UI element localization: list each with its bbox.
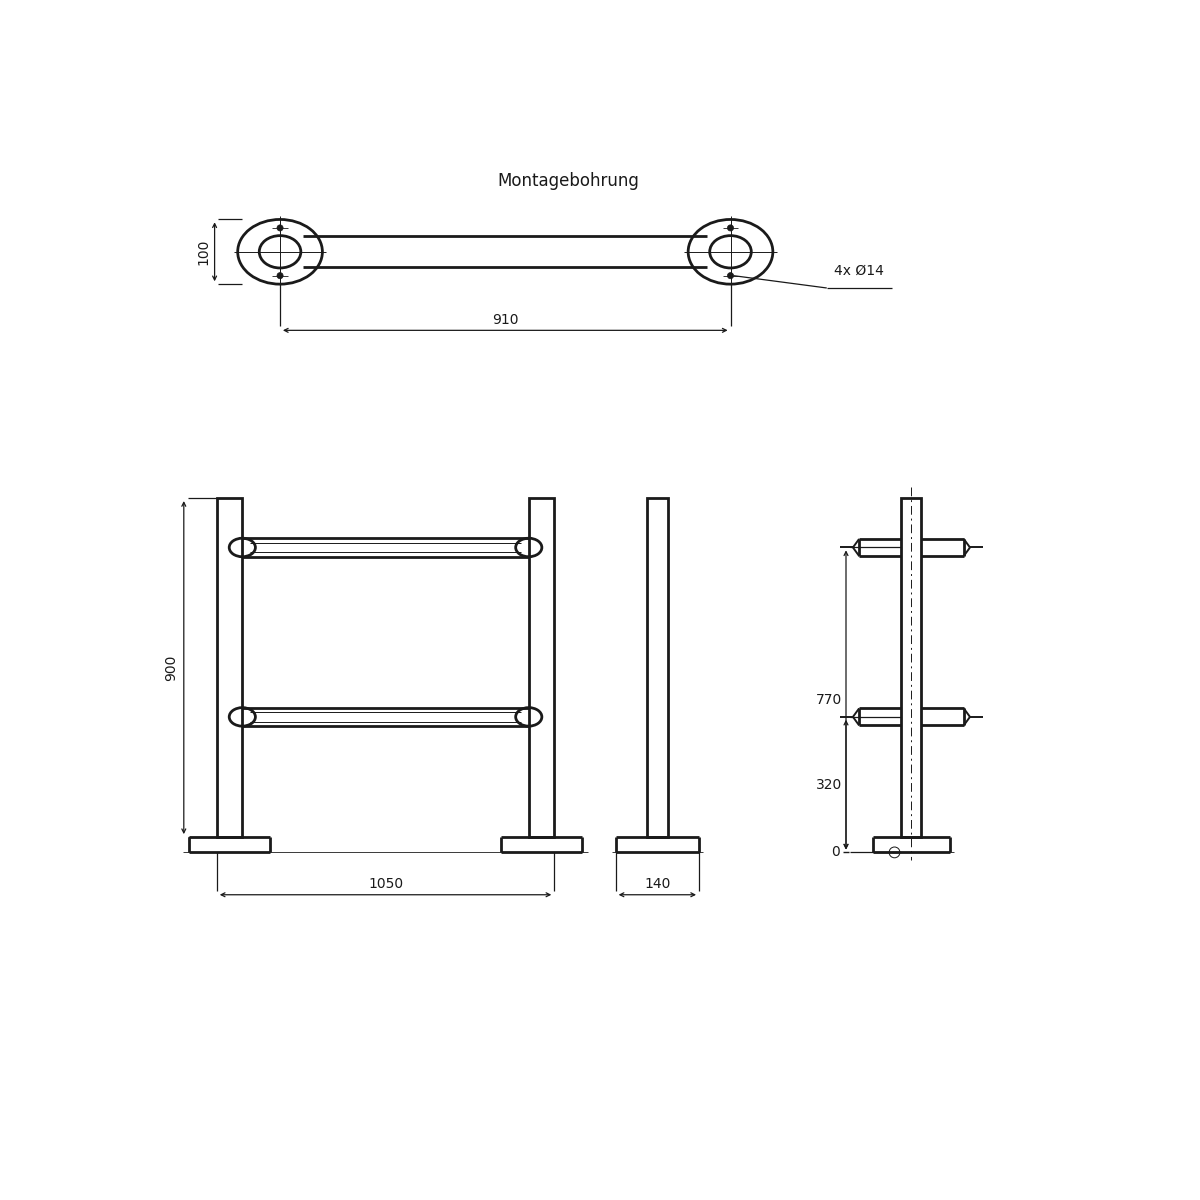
Circle shape (727, 272, 733, 278)
Bar (647, 498, 668, 838)
Bar (901, 498, 922, 838)
Bar (529, 498, 554, 838)
Circle shape (277, 224, 283, 232)
Text: 140: 140 (644, 877, 671, 890)
Circle shape (727, 224, 733, 232)
Text: 0: 0 (832, 845, 840, 859)
Text: 770: 770 (816, 692, 842, 707)
Text: 320: 320 (816, 778, 842, 792)
Text: 910: 910 (492, 312, 518, 326)
Text: 1050: 1050 (368, 877, 403, 890)
Circle shape (277, 272, 283, 278)
Text: Montagebohrung: Montagebohrung (498, 173, 640, 191)
Text: 900: 900 (163, 654, 178, 680)
Text: 100: 100 (196, 239, 210, 265)
Text: 4x Ø14: 4x Ø14 (834, 264, 884, 278)
Bar (217, 498, 242, 838)
